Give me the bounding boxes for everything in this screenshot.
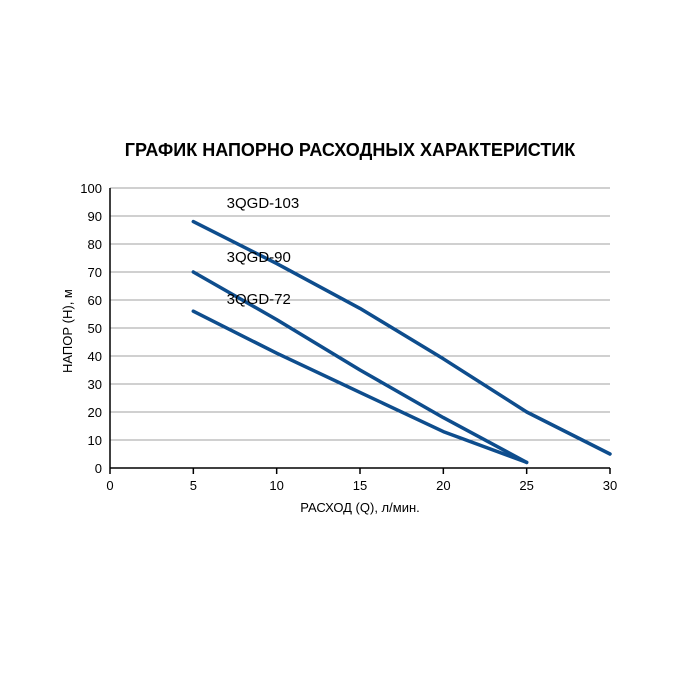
y-tick-label: 60 bbox=[88, 293, 102, 308]
chart-svg bbox=[0, 0, 700, 700]
x-tick-label: 30 bbox=[595, 478, 625, 493]
y-tick-label: 100 bbox=[80, 181, 102, 196]
x-tick-label: 10 bbox=[262, 478, 292, 493]
y-tick-label: 20 bbox=[88, 405, 102, 420]
x-tick-label: 15 bbox=[345, 478, 375, 493]
y-tick-label: 40 bbox=[88, 349, 102, 364]
x-tick-label: 25 bbox=[512, 478, 542, 493]
y-tick-label: 10 bbox=[88, 433, 102, 448]
y-tick-label: 90 bbox=[88, 209, 102, 224]
x-tick-label: 20 bbox=[428, 478, 458, 493]
series-label-3QGD-90: 3QGD-90 bbox=[227, 249, 291, 266]
y-tick-label: 0 bbox=[95, 461, 102, 476]
y-tick-label: 30 bbox=[88, 377, 102, 392]
series-label-3QGD-103: 3QGD-103 bbox=[227, 195, 300, 212]
x-tick-label: 5 bbox=[178, 478, 208, 493]
series-label-3QGD-72: 3QGD-72 bbox=[227, 291, 291, 308]
chart-page: ГРАФИК НАПОРНО РАСХОДНЫХ ХАРАКТЕРИСТИК Н… bbox=[0, 0, 700, 700]
y-tick-label: 50 bbox=[88, 321, 102, 336]
x-tick-label: 0 bbox=[95, 478, 125, 493]
y-tick-label: 70 bbox=[88, 265, 102, 280]
y-tick-label: 80 bbox=[88, 237, 102, 252]
